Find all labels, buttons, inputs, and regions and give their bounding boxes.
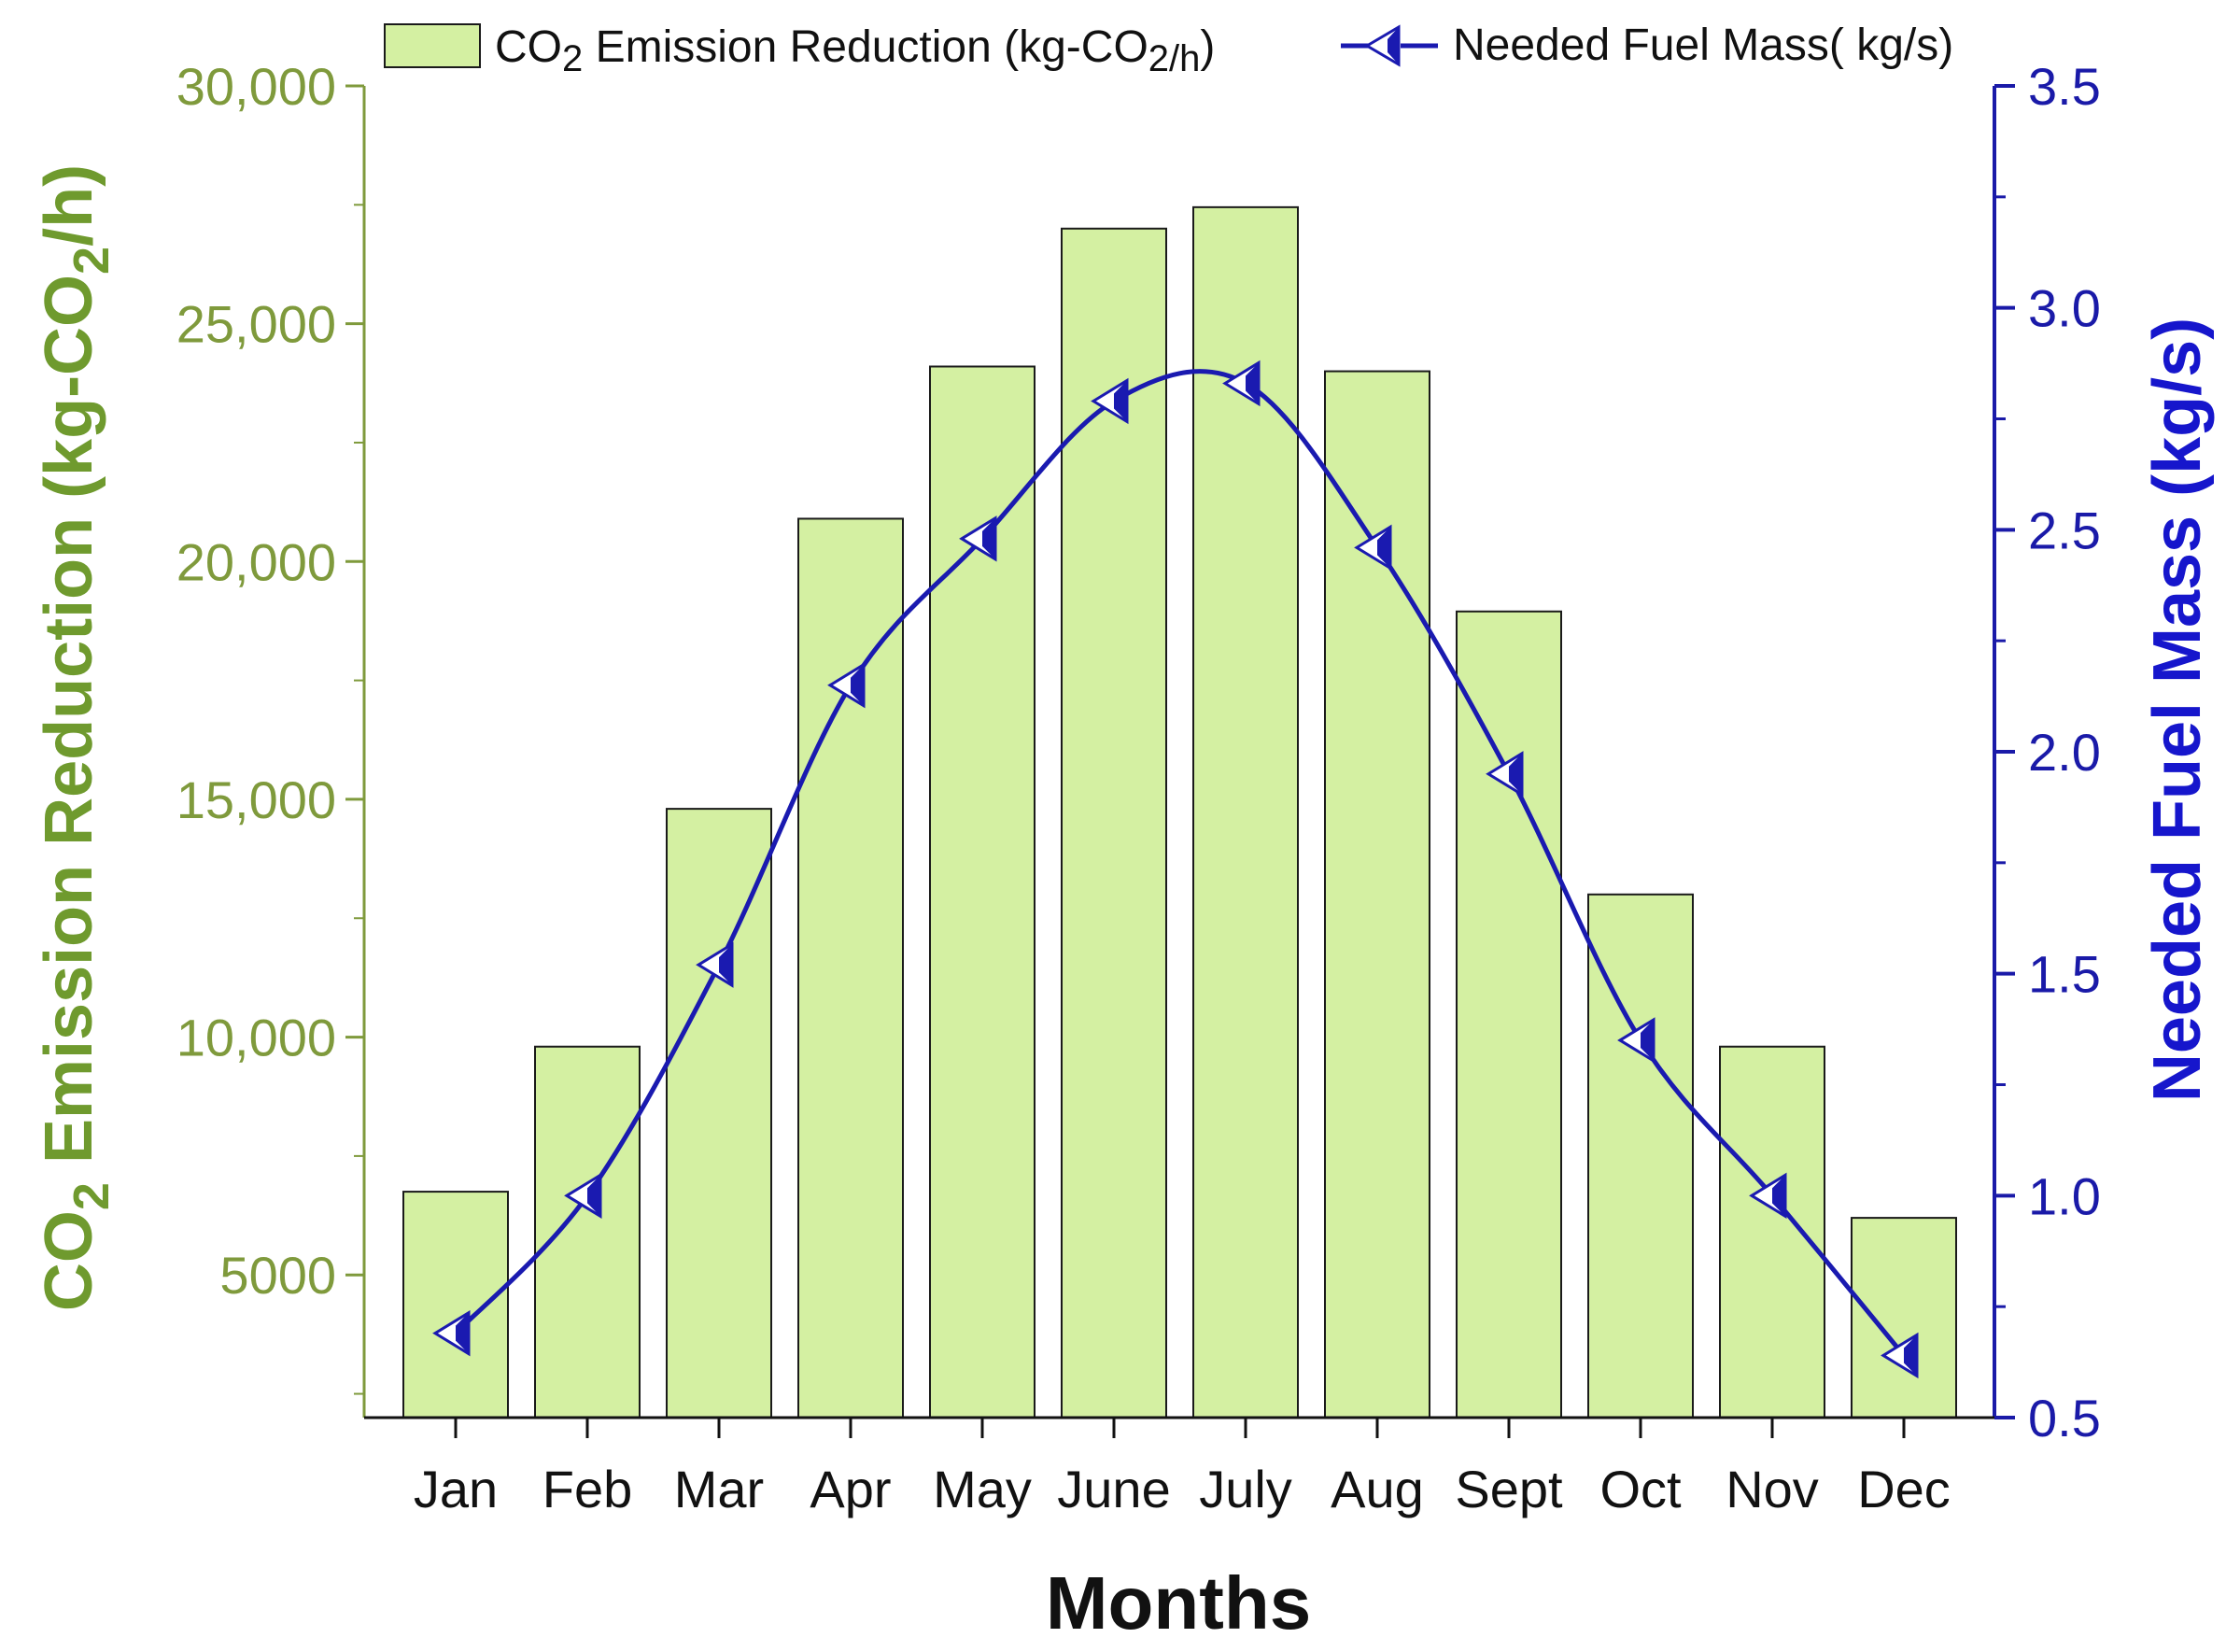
- left-tick-label: 15,000: [176, 770, 336, 829]
- bar-feb: [534, 1045, 641, 1419]
- left-axis-ticks: 5000 10,000 15,000 20,000 25,000 30,000: [176, 57, 364, 1395]
- x-tick-label: Dec: [1857, 1460, 1951, 1518]
- bar-mar: [666, 808, 772, 1419]
- legend-bar-label: CO2 Emission Reduction (kg-CO2/h): [495, 22, 1215, 79]
- fuel-mass-marker-dec: [1881, 1332, 1919, 1379]
- marker-fill: [851, 664, 864, 706]
- left-axis-title-prefix: CO: [32, 1210, 106, 1311]
- right-axis-title: Needed Fuel Mass (kg/s): [2140, 318, 2215, 1102]
- bar-may: [929, 365, 1036, 1419]
- left-axis-title-tail: /h): [32, 164, 106, 247]
- legend-bar-label-a-sub: 2: [562, 38, 583, 79]
- right-tick-label: 1.0: [2028, 1166, 2101, 1225]
- marker-fill: [1377, 527, 1390, 569]
- marker-fill: [1772, 1175, 1785, 1217]
- marker-fill: [1509, 753, 1522, 795]
- bar-dec: [1851, 1217, 1957, 1419]
- bar-apr: [797, 517, 904, 1419]
- right-tick-label: 2.0: [2028, 723, 2101, 782]
- right-axis-ticks: 0.5 1.0 1.5 2.0 2.5 3.0 3.5: [1994, 57, 2101, 1447]
- x-tick-label: Jan: [414, 1460, 498, 1518]
- legend-bar-label-b-sub: 2/h: [1148, 38, 1201, 79]
- left-tick-label: 10,000: [176, 1009, 336, 1067]
- legend-bar-swatch: [384, 23, 481, 68]
- bar-aug: [1324, 370, 1430, 1419]
- x-tick-label: Oct: [1599, 1460, 1682, 1518]
- fuel-mass-marker-mar: [696, 941, 734, 988]
- legend-line-marker-icon: [1364, 24, 1401, 67]
- bar-sept: [1456, 610, 1562, 1419]
- legend-line-label: Needed Fuel Mass( kg/s): [1453, 21, 1953, 70]
- x-tick-label: Aug: [1331, 1460, 1424, 1518]
- x-tick-label: July: [1199, 1460, 1292, 1518]
- fuel-mass-marker-jan: [432, 1310, 471, 1357]
- legend-bar-label-c: ): [1200, 22, 1215, 72]
- marker-fill: [1904, 1334, 1917, 1377]
- x-tick-label: June: [1057, 1460, 1170, 1518]
- fuel-mass-marker-june: [1091, 377, 1129, 425]
- right-tick-label: 1.5: [2028, 945, 2101, 1004]
- bar-jan: [402, 1191, 509, 1419]
- marker-fill: [719, 944, 732, 986]
- left-tick-label: 30,000: [176, 57, 336, 116]
- right-tick-label: 2.5: [2028, 501, 2101, 559]
- left-axis-title-sub: 2: [63, 1182, 120, 1210]
- marker-fill: [456, 1312, 469, 1354]
- legend-bar-label-a: CO: [495, 22, 562, 72]
- bar-nov: [1719, 1045, 1825, 1419]
- left-axis-title-sub2: 2: [63, 247, 120, 275]
- fuel-mass-marker-may: [959, 515, 997, 562]
- right-tick-label: 3.5: [2028, 57, 2101, 116]
- bar-series: [402, 205, 1957, 1419]
- fuel-mass-marker-sept: [1486, 751, 1524, 798]
- fuel-mass-marker-feb: [564, 1172, 602, 1220]
- x-tick-label: Apr: [810, 1460, 891, 1518]
- line-series: [432, 360, 1919, 1379]
- legend-bar-label-b: Emission Reduction (kg-CO: [583, 22, 1148, 72]
- marker-fill: [1246, 362, 1259, 404]
- x-axis-title: Months: [1046, 1561, 1311, 1645]
- marker-fill: [982, 517, 995, 559]
- x-tick-label: Nov: [1726, 1460, 1819, 1518]
- x-tick-label: Feb: [542, 1460, 633, 1518]
- legend: CO2 Emission Reduction (kg-CO2/h) Needed…: [384, 21, 1953, 79]
- left-tick-label: 5000: [219, 1246, 336, 1305]
- marker-fill: [1114, 380, 1127, 422]
- fuel-mass-marker-aug: [1354, 524, 1392, 572]
- left-axis-title: CO2 Emission Reduction (kg-CO2/h): [32, 164, 120, 1311]
- right-tick-label: 0.5: [2028, 1389, 2101, 1447]
- fuel-mass-marker-nov: [1749, 1172, 1787, 1220]
- x-tick-label: Sept: [1455, 1460, 1563, 1518]
- left-tick-label: 20,000: [176, 532, 336, 591]
- right-tick-label: 3.0: [2028, 279, 2101, 338]
- left-tick-label: 25,000: [176, 295, 336, 354]
- fuel-mass-marker-apr: [827, 662, 866, 709]
- marker-fill: [587, 1175, 600, 1217]
- left-axis-title-mid: Emission Reduction (kg-CO: [32, 275, 106, 1182]
- fuel-mass-marker-oct: [1617, 1017, 1655, 1064]
- fuel-mass-marker-july: [1222, 360, 1261, 407]
- x-tick-label: May: [933, 1460, 1032, 1518]
- marker-fill: [1641, 1019, 1654, 1061]
- x-tick-label: Mar: [674, 1460, 764, 1518]
- x-axis-ticks: Jan Feb Mar Apr May June July Aug Sept Oct Nov Dec: [414, 1418, 1951, 1518]
